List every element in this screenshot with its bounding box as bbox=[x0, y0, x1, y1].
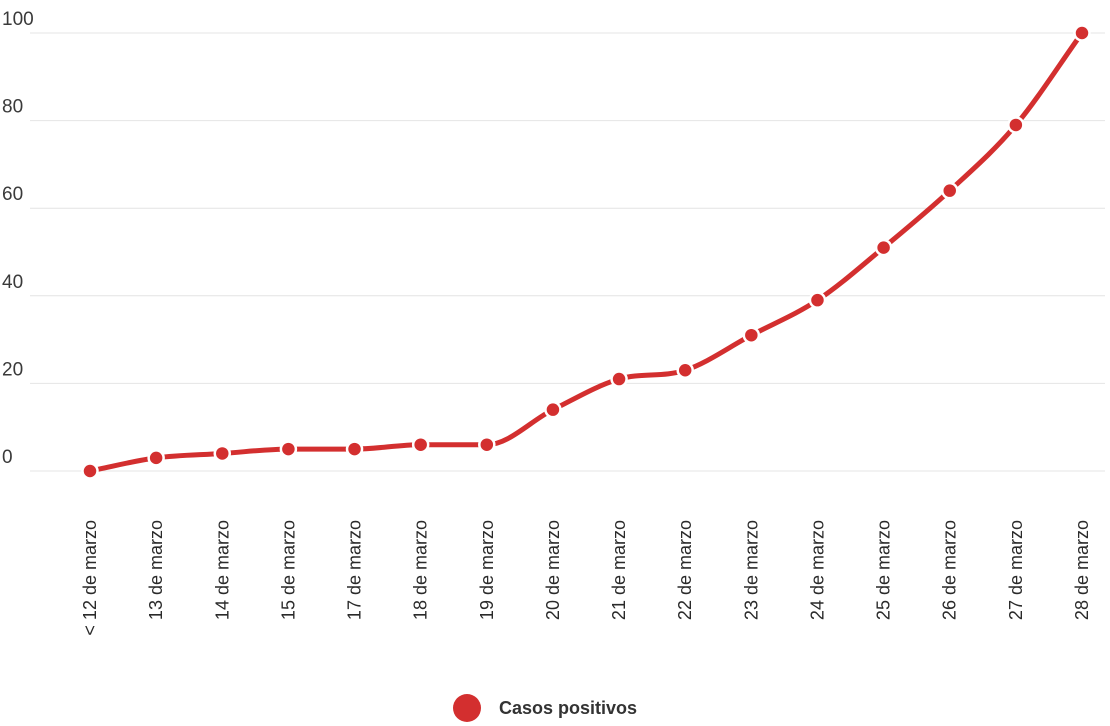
x-tick-label: 28 de marzo bbox=[1072, 520, 1092, 620]
grid-layer bbox=[30, 32, 1105, 472]
data-point bbox=[610, 370, 628, 388]
data-point bbox=[81, 462, 99, 480]
data-point bbox=[478, 435, 496, 454]
data-point bbox=[345, 440, 364, 458]
y-tick-label: 40 bbox=[2, 272, 23, 293]
data-point bbox=[1007, 116, 1025, 134]
x-tick-label: 21 de marzo bbox=[609, 520, 629, 620]
data-point bbox=[544, 400, 562, 419]
y-tick-label: 80 bbox=[2, 97, 23, 118]
data-point bbox=[742, 326, 761, 344]
x-tick-label: 15 de marzo bbox=[278, 520, 298, 620]
x-axis-labels: < 12 de marzo 13 de marzo 14 de marzo 15 de… bbox=[80, 520, 1092, 636]
x-tick-label: 20 de marzo bbox=[543, 520, 563, 620]
x-tick-label: < 12 de marzo bbox=[80, 520, 100, 636]
data-point bbox=[874, 238, 893, 257]
line-chart: 0 20 40 60 80 100 < 12 de marzo 13 de marzo 14 … bbox=[2, 9, 1105, 636]
y-tick-label: 20 bbox=[2, 359, 23, 380]
y-tick-label: 60 bbox=[2, 184, 23, 205]
data-point bbox=[411, 435, 430, 454]
x-tick-label: 26 de marzo bbox=[940, 520, 960, 620]
x-tick-label: 27 de marzo bbox=[1006, 520, 1026, 620]
legend-swatch-casos-positivos bbox=[452, 694, 481, 722]
data-point bbox=[808, 291, 827, 309]
data-point bbox=[279, 440, 298, 458]
data-point bbox=[940, 181, 959, 200]
x-tick-label: 14 de marzo bbox=[212, 520, 232, 620]
y-tick-label: 100 bbox=[2, 9, 34, 30]
x-tick-label: 17 de marzo bbox=[345, 520, 365, 620]
data-point bbox=[1073, 24, 1091, 42]
data-point bbox=[213, 444, 232, 463]
data-points bbox=[81, 24, 1091, 480]
data-point bbox=[676, 361, 694, 380]
series-line-casos-positivos bbox=[87, 30, 1085, 474]
x-tick-label: 13 de marzo bbox=[146, 520, 166, 620]
data-point bbox=[147, 449, 165, 467]
y-axis-labels: 0 20 40 60 80 100 bbox=[2, 9, 34, 468]
x-tick-label: 23 de marzo bbox=[741, 520, 761, 620]
y-tick-label: 0 bbox=[2, 447, 13, 468]
x-tick-label: 22 de marzo bbox=[675, 520, 695, 620]
x-tick-label: 18 de marzo bbox=[411, 520, 431, 620]
x-tick-label: 25 de marzo bbox=[874, 520, 894, 620]
legend-label-casos-positivos: Casos positivos bbox=[498, 697, 638, 718]
x-tick-label: 19 de marzo bbox=[477, 520, 497, 620]
x-tick-label: 24 de marzo bbox=[807, 520, 827, 620]
legend: Casos positivos bbox=[0, 694, 1110, 722]
